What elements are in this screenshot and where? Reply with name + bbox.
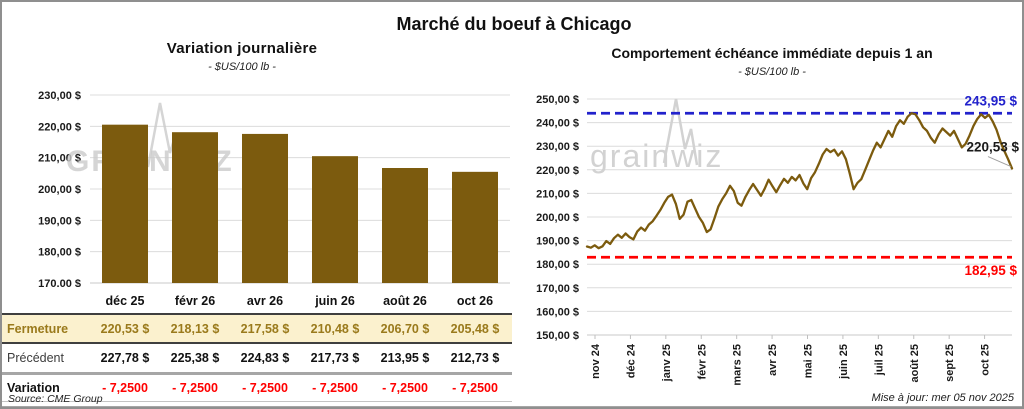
svg-text:mai 25: mai 25: [803, 344, 815, 378]
svg-text:août 25: août 25: [909, 344, 921, 383]
table-cell: - 7,2500: [452, 381, 498, 395]
y-tick-label: 170,00 $: [536, 283, 579, 295]
column-header: avr 26: [246, 294, 284, 308]
row-label: Fermeture: [7, 321, 69, 336]
x-tick-label: févr 25: [696, 344, 708, 379]
table-cell: 210,48 $: [310, 321, 360, 336]
page-title: Marché du boeuf à Chicago: [396, 14, 632, 34]
svg-text:juil 25: juil 25: [873, 344, 885, 376]
low-reference-label: 182,95 $: [964, 263, 1017, 278]
bar-juin 26: [312, 156, 358, 283]
y-tick-label: 220,00 $: [38, 121, 81, 133]
price-table: déc 25 févr 26 avr 26 juin 26 août 26 oct 26 F…: [2, 289, 512, 402]
y-tick-label: 170,00 $: [38, 278, 81, 287]
table-cell: 225,38 $: [170, 351, 220, 365]
daily-variation-bar-chart: 230,00 $ 220,00 $ 210,00 $ 200,00 $ 190,00 $…: [38, 90, 510, 287]
table-row-previous: Précédent 227,78 $ 225,38 $ 224,83 $ 217,73 …: [2, 344, 512, 375]
y-tick-label: 220,00 $: [536, 165, 579, 177]
line-chart-subtitle: - $US/100 lb -: [738, 66, 806, 78]
table-cell: - 7,2500: [242, 381, 288, 395]
table-cell: 212,73 $: [450, 351, 500, 365]
table-row-close: Fermeture 220,53 $ 218,13 $ 217,58 $ 210,48 …: [2, 315, 512, 344]
bottom-divider: [2, 406, 1022, 407]
y-tick-label: 230,00 $: [536, 141, 579, 153]
column-header: déc 25: [105, 294, 145, 308]
table-cell: 218,13 $: [170, 321, 220, 336]
y-tick-label: 200,00 $: [536, 212, 579, 224]
bar-chart-title: Variation journalière: [166, 40, 318, 57]
y-tick-label: 200,00 $: [38, 184, 81, 196]
table-cell: 217,58 $: [240, 321, 290, 336]
watermark-zigzag: [662, 98, 699, 166]
x-tick-label: déc 24: [625, 343, 637, 378]
x-tick-label: mars 25: [732, 344, 744, 386]
column-header: févr 26: [174, 294, 216, 308]
svg-text:nov 24: nov 24: [590, 343, 602, 379]
x-tick-label: avr 25: [767, 344, 779, 376]
y-tick-label: 210,00 $: [38, 153, 81, 165]
table-cell: 206,70 $: [380, 321, 430, 336]
y-tick-label: 180,00 $: [38, 247, 81, 259]
table-cell: 220,53 $: [100, 321, 150, 336]
x-tick-label: janv 25: [661, 344, 673, 382]
svg-text:sept 25: sept 25: [944, 344, 956, 382]
table-header-row: déc 25 févr 26 avr 26 juin 26 août 26 oct 26: [2, 289, 512, 315]
y-tick-label: 190,00 $: [38, 215, 81, 227]
table-cell: 205,48 $: [450, 321, 500, 336]
y-tick-label: 230,00 $: [38, 90, 81, 102]
table-cell: 213,95 $: [380, 351, 430, 365]
x-tick-label: sept 25: [944, 344, 956, 382]
x-tick-label: août 25: [909, 344, 921, 383]
svg-text:mars 25: mars 25: [732, 344, 744, 386]
y-tick-label: 150,00 $: [536, 330, 579, 342]
last-point-label: 220,53 $: [966, 140, 1019, 155]
y-tick-label: 240,00 $: [536, 118, 579, 130]
bar-août 26: [382, 168, 428, 283]
bar-oct 26: [452, 171, 498, 283]
column-header: août 26: [383, 294, 427, 308]
source-note: Source: CME Group: [8, 393, 103, 405]
bar-chart-subtitle: - $US/100 lb -: [208, 61, 276, 73]
x-tick-label: oct 25: [980, 344, 992, 376]
svg-text:janv 25: janv 25: [661, 344, 673, 382]
column-header: juin 26: [315, 294, 355, 308]
last-point-leader: [987, 156, 1012, 168]
table-cell: 224,83 $: [240, 351, 290, 365]
svg-text:oct 25: oct 25: [980, 344, 992, 376]
y-tick-label: 190,00 $: [536, 236, 579, 248]
table-cell: 227,78 $: [100, 351, 150, 365]
y-tick-label: 250,00 $: [536, 94, 579, 106]
column-header: oct 26: [456, 294, 494, 308]
bar-févr 26: [172, 132, 218, 283]
high-reference-label: 243,95 $: [964, 93, 1017, 108]
one-year-line-chart: 250,00 $ 240,00 $ 230,00 $ 220,00 $ 210,00 $…: [536, 93, 1019, 386]
price-series: [585, 112, 1014, 250]
update-note: Mise à jour: mer 05 nov 2025: [871, 392, 1014, 404]
table-cell: - 7,2500: [312, 381, 358, 395]
bar-déc 25: [102, 124, 148, 283]
table-cell: - 7,2500: [172, 381, 218, 395]
table-cell: 217,73 $: [310, 351, 360, 365]
svg-text:juin 25: juin 25: [838, 344, 850, 380]
svg-text:déc 24: déc 24: [625, 343, 637, 378]
bar-avr 26: [242, 133, 288, 283]
y-tick-label: 160,00 $: [536, 306, 579, 318]
watermark: grainwiz: [590, 138, 723, 174]
table-cell: - 7,2500: [102, 381, 148, 395]
svg-text:févr 25: févr 25: [696, 344, 708, 379]
svg-text:avr 25: avr 25: [767, 344, 779, 376]
y-tick-label: 180,00 $: [536, 259, 579, 271]
x-tick-label: juin 25: [838, 344, 850, 380]
table-cell: - 7,2500: [382, 381, 428, 395]
row-label: Variation: [7, 381, 60, 395]
table-row-variation: Variation - 7,2500 - 7,2500 - 7,2500 - 7,250…: [2, 375, 512, 402]
row-label: Précédent: [7, 351, 64, 365]
x-tick-label: nov 24: [590, 343, 602, 379]
x-tick-label: mai 25: [803, 344, 815, 378]
x-tick-label: juil 25: [873, 344, 885, 376]
y-tick-label: 210,00 $: [536, 188, 579, 200]
line-chart-title: Comportement échéance immédiate depuis 1…: [611, 45, 933, 61]
